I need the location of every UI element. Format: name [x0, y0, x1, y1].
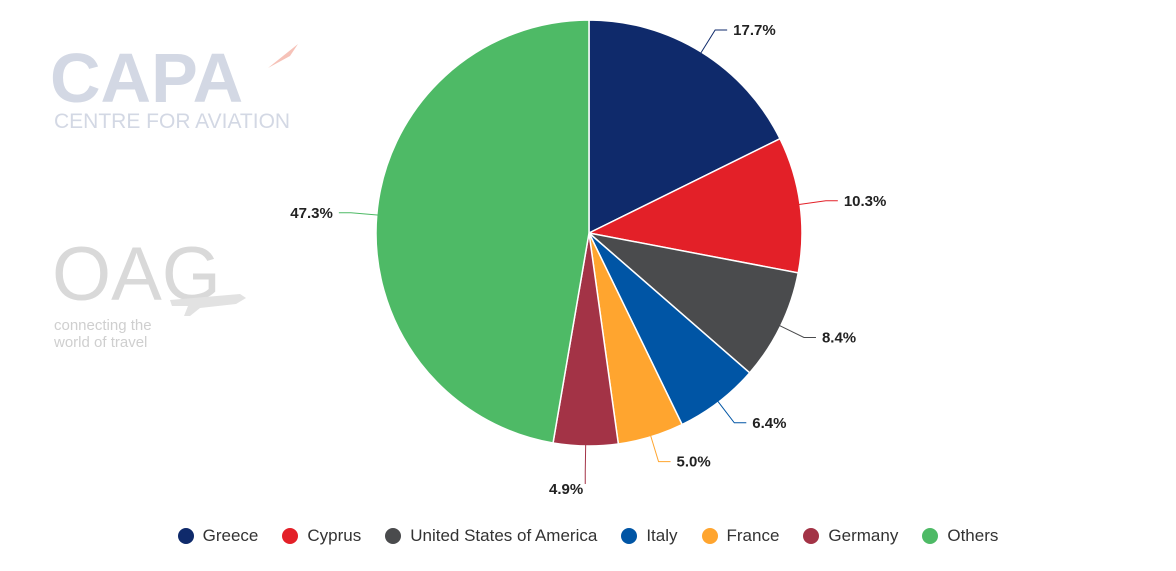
legend-item-united-states-of-america[interactable]: United States of America: [385, 526, 597, 546]
capa-swoosh-icon: [268, 44, 298, 68]
pie-slices: [375, 19, 803, 447]
legend-item-germany[interactable]: Germany: [803, 526, 898, 546]
legend-item-cyprus[interactable]: Cyprus: [282, 526, 361, 546]
connector-line-others: [338, 212, 379, 216]
legend-label: France: [726, 526, 780, 545]
legend-label: Germany: [828, 526, 899, 545]
connector-line-italy: [716, 400, 747, 424]
oag-tagline-line2: world of travel: [53, 334, 147, 351]
airplane-icon: [170, 294, 246, 316]
chart-legend: Greece Cyprus United States of America Ital…: [0, 526, 1176, 546]
data-label-cyprus: 10.3%: [844, 193, 887, 210]
oag-tagline-line1: connecting the: [54, 317, 152, 334]
capa-wordmark: CAPA: [50, 40, 243, 117]
data-label-united-states-of-america: 8.4%: [822, 329, 856, 346]
connector-line-cyprus: [798, 200, 838, 206]
legend-marker: [922, 528, 939, 544]
connector-line-united-states-of-america: [778, 324, 816, 338]
pie-chart: 17.7% 10.3% 8.4% 6.4% 5.0% 4.9% 47.3%: [290, 19, 886, 498]
legend-label: Greece: [202, 526, 259, 545]
legend-marker: [385, 528, 402, 544]
legend-item-others[interactable]: Others: [922, 526, 998, 546]
pie-data-labels: 17.7% 10.3% 8.4% 6.4% 5.0% 4.9% 47.3%: [290, 22, 886, 498]
legend-marker: [282, 528, 299, 544]
legend-item-france[interactable]: France: [701, 526, 780, 546]
data-label-greece: 17.7%: [733, 22, 776, 39]
legend-label: Others: [947, 526, 999, 545]
legend-item-italy[interactable]: Italy: [621, 526, 678, 546]
legend-item-greece[interactable]: Greece: [177, 526, 259, 546]
legend-marker: [701, 528, 718, 544]
data-label-france: 5.0%: [677, 454, 711, 471]
oag-logo: OAG connecting the world of travel: [50, 218, 250, 363]
legend-label: Cyprus: [307, 526, 362, 545]
pie-slice-others[interactable]: [375, 19, 590, 444]
legend-label: United States of America: [410, 526, 598, 545]
capa-tagline: CENTRE FOR AVIATION: [54, 110, 290, 133]
data-label-germany: 4.9%: [549, 481, 583, 498]
connector-line-greece: [699, 29, 728, 55]
connector-line-france: [649, 434, 671, 463]
data-label-others: 47.3%: [290, 205, 333, 222]
legend-marker: [177, 528, 194, 544]
legend-marker: [621, 528, 638, 544]
legend-marker: [803, 528, 820, 544]
data-label-italy: 6.4%: [752, 415, 786, 432]
legend-label: Italy: [646, 526, 678, 545]
capa-logo: CAPA CENTRE FOR AVIATION: [50, 39, 310, 140]
